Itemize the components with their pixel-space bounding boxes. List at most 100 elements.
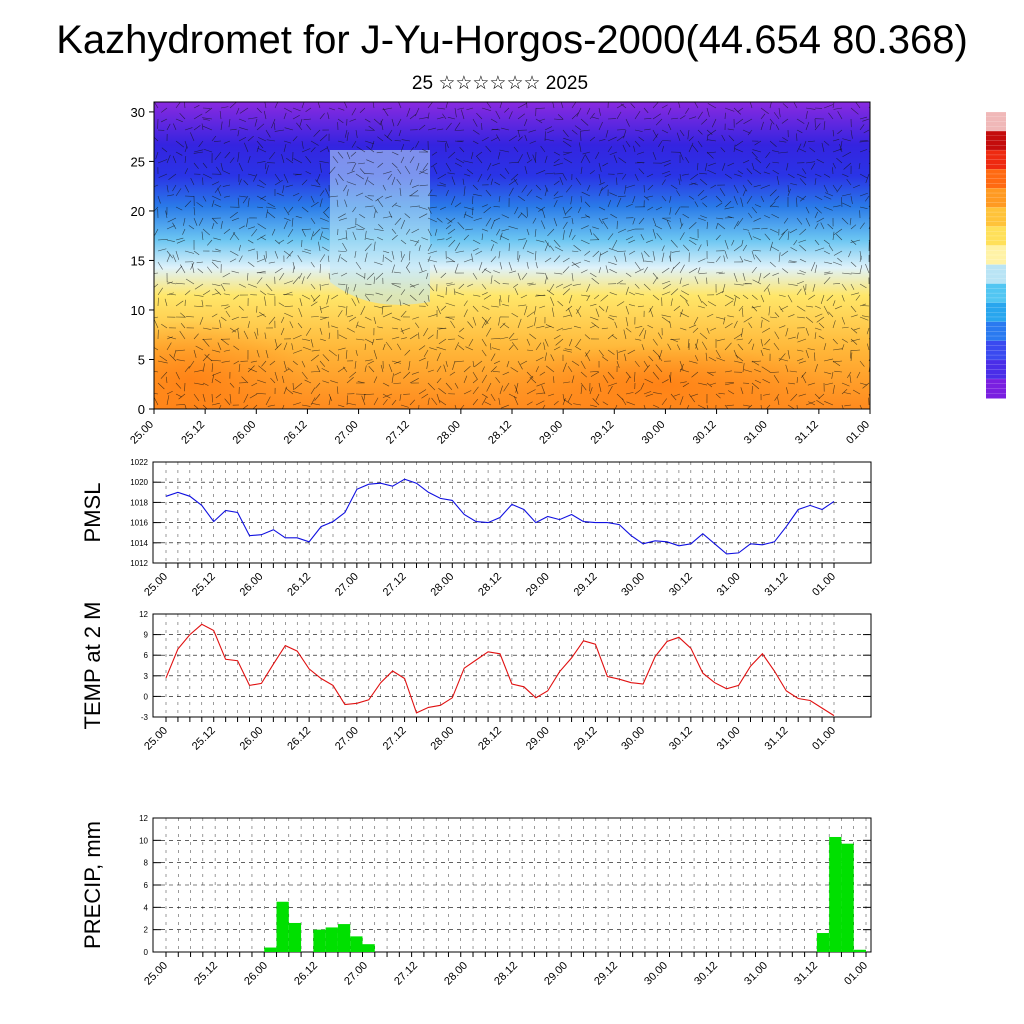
- wind-barb: [602, 162, 609, 167]
- wind-barb: [541, 385, 546, 395]
- y-tick-label: 1018: [130, 498, 148, 507]
- wind-barb: [580, 385, 583, 395]
- wind-barb: [600, 294, 609, 302]
- wind-barb: [826, 294, 834, 302]
- wind-barb: [418, 389, 427, 395]
- wind-barb: [574, 345, 582, 351]
- wind-barb: [818, 335, 825, 340]
- wind-barb: [622, 144, 627, 153]
- wind-barb: [679, 129, 685, 137]
- wind-barb: [571, 261, 580, 268]
- wind-barb: [749, 102, 753, 109]
- wind-barb: [768, 305, 771, 316]
- wind-barb: [298, 195, 303, 202]
- wind-barb: [332, 156, 339, 164]
- wind-barb: [846, 179, 852, 186]
- wind-barb: [832, 283, 841, 285]
- wind-barb: [841, 283, 847, 291]
- wind-barb: [752, 236, 762, 241]
- wind-barb: [626, 184, 636, 189]
- wind-barb: [679, 312, 690, 318]
- wind-barb: [306, 124, 312, 131]
- colorbar-swatch: [986, 226, 1006, 246]
- wind-barb: [557, 300, 564, 307]
- wind-barb: [763, 272, 771, 279]
- wind-barb: [287, 367, 294, 373]
- wind-barb: [314, 393, 321, 401]
- wind-barb: [220, 304, 229, 307]
- heatmap-warm-region: [154, 320, 310, 409]
- wind-barb: [850, 239, 861, 243]
- wind-barb: [824, 272, 834, 275]
- wind-barb: [707, 139, 717, 142]
- wind-barb: [388, 364, 393, 373]
- wind-barb: [319, 360, 326, 367]
- wind-barb: [697, 404, 706, 409]
- wind-barb: [484, 401, 492, 406]
- wind-barb: [201, 123, 204, 131]
- y-tick-label: -3: [141, 713, 149, 722]
- wind-barb: [601, 217, 609, 220]
- wind-barb: [476, 151, 483, 157]
- wind-barb: [544, 242, 549, 252]
- wind-barb: [303, 118, 312, 121]
- wind-barb: [760, 113, 766, 120]
- wind-barb: [769, 261, 776, 268]
- wind-barb: [868, 239, 870, 244]
- wind-barb: [859, 206, 868, 209]
- precip-bar: [362, 944, 375, 952]
- wind-barb: [301, 276, 305, 285]
- wind-barb: [700, 215, 708, 219]
- wind-barb: [445, 302, 456, 307]
- wind-barb: [238, 363, 241, 373]
- wind-barb: [823, 371, 832, 375]
- wind-barb: [237, 329, 240, 340]
- wind-barb: [661, 170, 671, 175]
- wind-barb: [661, 252, 665, 263]
- wind-barb: [787, 294, 793, 303]
- wind-barb: [320, 305, 330, 310]
- wind-barb: [652, 371, 660, 380]
- wind-barb: [184, 140, 188, 149]
- wind-barb: [670, 239, 678, 248]
- wind-barb: [213, 140, 222, 142]
- wind-barb: [263, 110, 267, 120]
- wind-barb: [283, 206, 290, 216]
- wind-barb: [624, 252, 627, 263]
- colorbar-swatch: [986, 245, 1006, 266]
- wind-barb: [427, 369, 434, 373]
- wind-barb: [833, 250, 843, 256]
- wind-barb: [721, 162, 726, 171]
- wind-barb: [859, 382, 868, 386]
- wind-barb: [391, 151, 399, 156]
- wind-barb: [238, 244, 241, 252]
- wind-barb: [342, 366, 348, 373]
- wind-barb: [591, 116, 600, 120]
- wind-barb: [319, 254, 326, 263]
- wind-barb: [740, 327, 744, 338]
- wind-barb: [685, 157, 690, 164]
- wind-barb: [563, 399, 573, 406]
- wind-barb: [490, 393, 496, 402]
- wind-barb: [337, 140, 345, 143]
- wind-barb: [609, 269, 618, 274]
- wind-barb: [318, 241, 321, 252]
- wind-barb: [274, 343, 282, 351]
- wind-barb: [701, 301, 708, 307]
- wind-barb: [387, 173, 393, 180]
- wind-barb: [790, 393, 798, 402]
- wind-barb: [598, 187, 603, 197]
- wind-barb: [598, 121, 603, 131]
- wind-barb: [443, 364, 447, 373]
- wind-barb: [382, 215, 393, 219]
- wind-barb: [859, 222, 865, 230]
- wind-barb: [497, 151, 501, 160]
- wind-barb: [697, 129, 703, 135]
- wind-barb: [568, 307, 573, 318]
- wind-barb: [661, 314, 672, 318]
- wind-barb: [445, 261, 455, 263]
- wind-barb: [645, 393, 654, 397]
- wind-barb: [470, 151, 474, 160]
- wind-barb: [201, 299, 204, 307]
- wind-barb: [357, 381, 366, 384]
